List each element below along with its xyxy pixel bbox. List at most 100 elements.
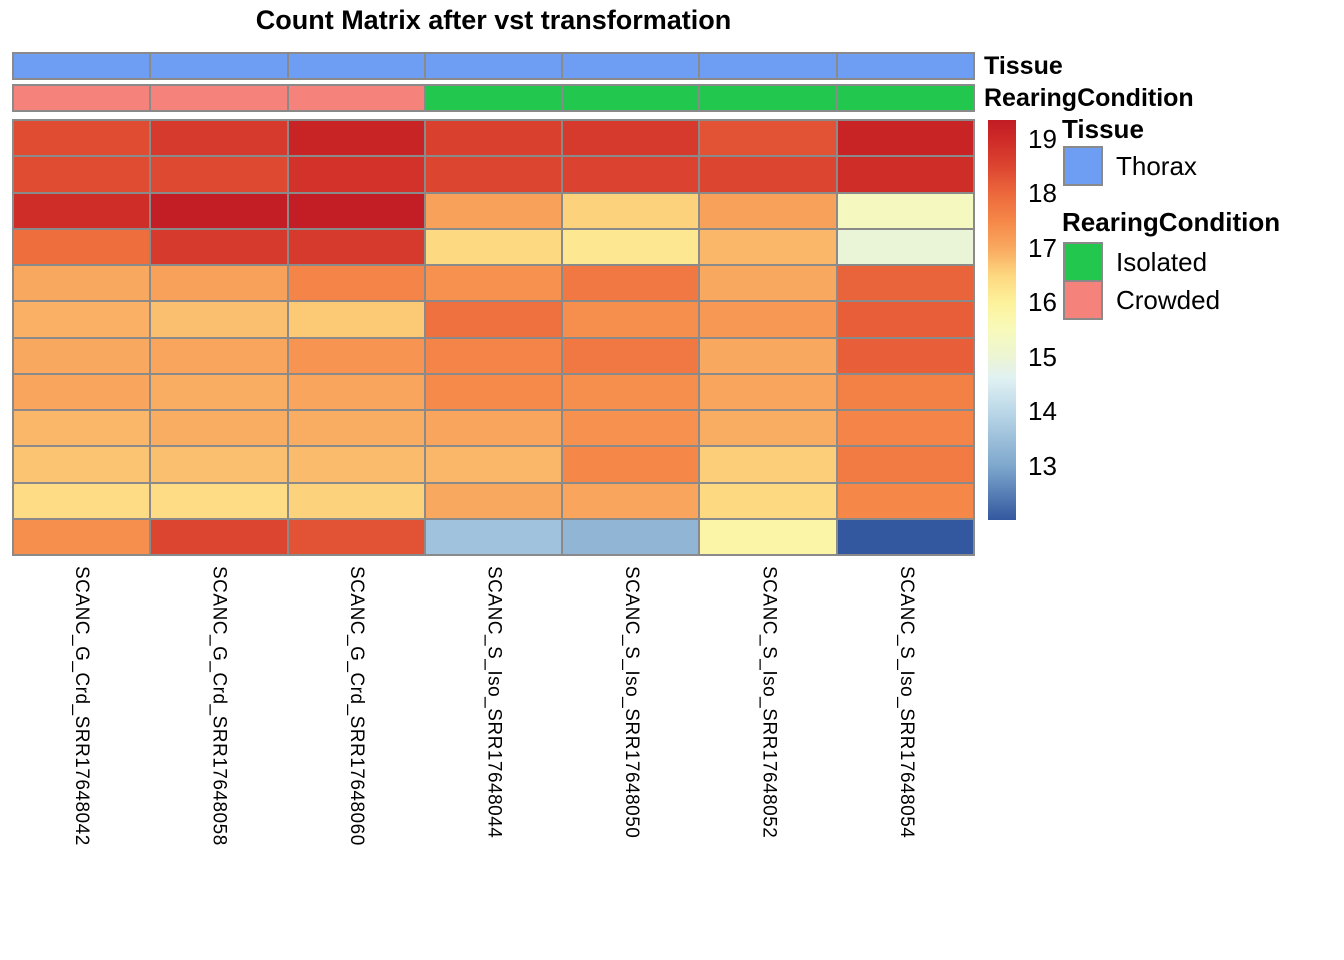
heatmap-cell (14, 229, 150, 264)
annotation-row-label-rearing-condition: RearingCondition (984, 84, 1194, 112)
heatmap-cell (425, 411, 562, 446)
heatmap-cell (700, 302, 836, 337)
column-label: SCANC_G_Crd_SRR17648060 (345, 566, 367, 846)
heatmap-cell (563, 447, 699, 482)
annotation-cell-thorax (425, 54, 562, 78)
heatmap-cell (14, 374, 150, 409)
heatmap-cell (700, 411, 836, 446)
heatmap-cell (151, 411, 287, 446)
color-scale-tick-label: 15 (1028, 341, 1057, 372)
heatmap-cell (837, 302, 973, 337)
heatmap-cell (151, 193, 287, 228)
heatmap-cell (563, 374, 699, 409)
heatmap-cell (288, 193, 424, 228)
color-scale-tick-label: 17 (1028, 232, 1057, 263)
heatmap-cell (151, 266, 287, 301)
heatmap-cell (14, 193, 150, 228)
annotation-cell-isolated (425, 86, 562, 110)
heatmap-cell (14, 338, 150, 373)
heatmap-cell (14, 411, 150, 446)
heatmap-cell (425, 338, 562, 373)
annotation-row-label-tissue: Tissue (984, 52, 1063, 80)
heatmap-cell (151, 447, 287, 482)
heatmap-cell (151, 374, 287, 409)
heatmap-grid (12, 119, 975, 556)
legend-title-tissue: Tissue (1062, 114, 1144, 144)
heatmap-cell (837, 483, 973, 518)
heatmap-cell (563, 229, 699, 264)
heatmap-cell (700, 193, 836, 228)
heatmap-cell (837, 229, 973, 264)
heatmap-cell (837, 193, 973, 228)
heatmap-cell (288, 229, 424, 264)
heatmap-cell (425, 374, 562, 409)
heatmap-cell (14, 447, 150, 482)
heatmap-cell (14, 483, 150, 518)
heatmap-cell (837, 338, 973, 373)
column-label: SCANC_S_Iso_SRR17648044 (483, 566, 505, 839)
heatmap-cell (563, 338, 699, 373)
heatmap-cell (837, 266, 973, 301)
annotation-cell-isolated (700, 86, 836, 110)
column-label: SCANC_G_Crd_SRR17648042 (70, 566, 92, 846)
annotation-cell-crowded (288, 86, 424, 110)
heatmap-cell (837, 157, 973, 192)
heatmap-cell (288, 157, 424, 192)
heatmap-cell (700, 519, 836, 554)
heatmap-cell (151, 229, 287, 264)
legend-title-rearing-condition: RearingCondition (1062, 207, 1281, 237)
legend-label-thorax: Thorax (1116, 151, 1197, 181)
heatmap-cell (151, 157, 287, 192)
annotation-row-rearing-condition (12, 84, 975, 112)
heatmap-cell (288, 483, 424, 518)
column-label: SCANC_S_Iso_SRR17648050 (621, 566, 643, 839)
annotation-cell-isolated (837, 86, 973, 110)
heatmap-cell (837, 121, 973, 156)
heatmap-cell (425, 229, 562, 264)
annotation-cell-thorax (700, 54, 836, 78)
color-scale-tick-label: 19 (1028, 124, 1057, 155)
heatmap-cell (288, 519, 424, 554)
chart-title: Count Matrix after vst transformation (255, 5, 732, 35)
color-scale-bar (988, 120, 1016, 520)
heatmap-cell (288, 302, 424, 337)
heatmap-cell (151, 519, 287, 554)
heatmap-cell (288, 374, 424, 409)
heatmap-cell (563, 519, 699, 554)
heatmap-cell (14, 266, 150, 301)
annotation-cell-crowded (14, 86, 150, 110)
heatmap-cell (288, 447, 424, 482)
legend-swatch-thorax (1063, 146, 1103, 186)
heatmap-cell (700, 121, 836, 156)
heatmap-cell (14, 121, 150, 156)
heatmap-cell (425, 266, 562, 301)
heatmap-cell (151, 302, 287, 337)
heatmap-cell (563, 302, 699, 337)
heatmap-cell (425, 302, 562, 337)
legend-swatch-isolated (1063, 242, 1103, 282)
annotation-cell-crowded (151, 86, 287, 110)
heatmap-cell (700, 229, 836, 264)
heatmap-cell (425, 157, 562, 192)
heatmap-cell (151, 338, 287, 373)
heatmap-cell (14, 519, 150, 554)
heatmap-cell (288, 266, 424, 301)
heatmap-cell (837, 374, 973, 409)
heatmap-cell (700, 338, 836, 373)
annotation-cell-thorax (837, 54, 973, 78)
column-label: SCANC_S_Iso_SRR17648052 (758, 566, 780, 839)
heatmap-cell (14, 157, 150, 192)
color-scale-tick-label: 13 (1028, 450, 1057, 481)
heatmap-cell (288, 411, 424, 446)
heatmap-cell (700, 157, 836, 192)
heatmap-cell (837, 519, 973, 554)
legend-label-crowded: Crowded (1116, 285, 1221, 315)
heatmap-cell (563, 483, 699, 518)
color-scale-tick-label: 18 (1028, 178, 1057, 209)
heatmap-cell (700, 266, 836, 301)
annotation-cell-thorax (288, 54, 424, 78)
annotation-cell-isolated (563, 86, 699, 110)
color-scale-tick-label: 16 (1028, 287, 1057, 318)
heatmap-cell (288, 121, 424, 156)
